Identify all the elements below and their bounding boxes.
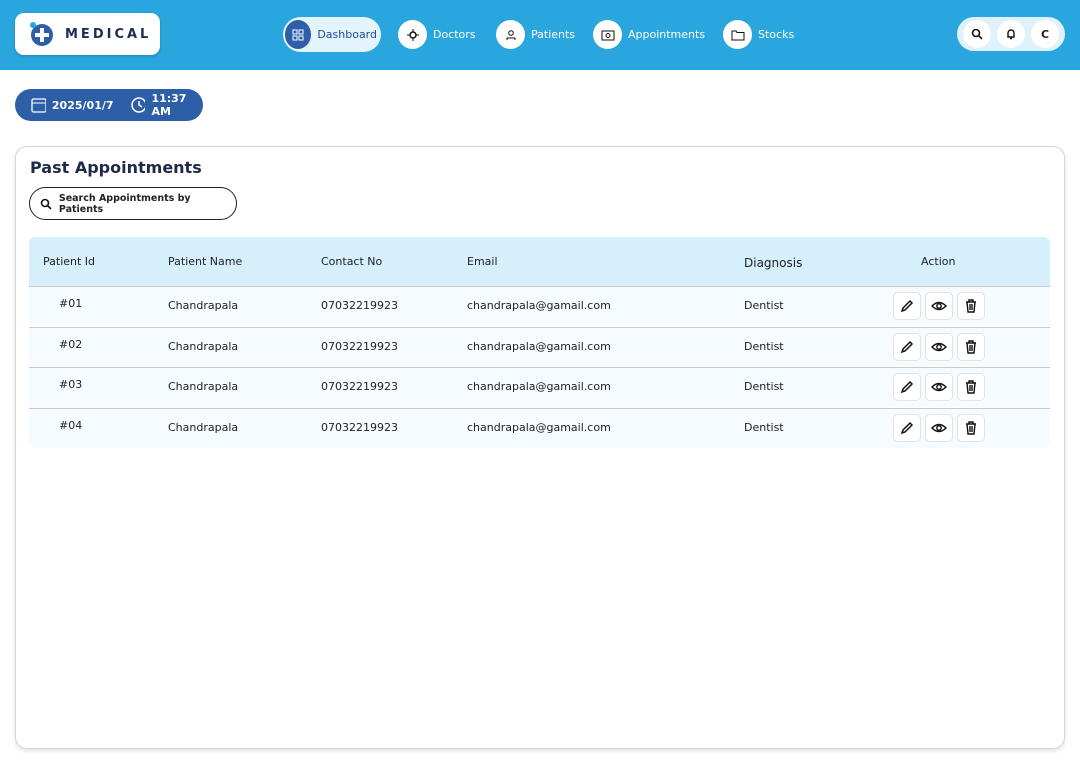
column-header: Patient Name <box>168 255 243 268</box>
notification-button[interactable] <box>997 20 1025 48</box>
nav-icon <box>496 20 525 49</box>
table-row: #01 Chandrapala 07032219923 chandrapala@gam… <box>29 286 1050 326</box>
table-row: #04 Chandrapala 07032219923 chandrapala@gam… <box>29 407 1050 448</box>
table-cell: Chandrapala <box>168 299 239 312</box>
table-cell: Chandrapala <box>168 420 239 434</box>
nav-icon <box>285 20 312 49</box>
view-button[interactable] <box>925 292 953 320</box>
top-bar <box>0 0 1080 70</box>
clock-icon <box>130 97 146 113</box>
nav-item[interactable]: Doctors <box>396 17 480 52</box>
column-header: Action <box>921 255 956 268</box>
table-cell: 07032219923 <box>321 339 398 353</box>
date: 2025/01/7 <box>51 98 114 112</box>
table-cell: chandrapala@gamail.com <box>467 339 611 353</box>
delete-button[interactable] <box>957 292 985 320</box>
table-cell: #04 <box>59 418 83 432</box>
logo[interactable]: MEDICAL <box>15 13 160 55</box>
nav-item[interactable]: Patients <box>494 17 579 52</box>
delete-button[interactable] <box>957 413 985 442</box>
column-header: Contact No <box>321 255 383 268</box>
time: 11:37 AM <box>151 92 187 118</box>
nav-label: Patients <box>531 28 576 41</box>
table-cell: Chandrapala <box>168 339 239 353</box>
edit-button[interactable] <box>893 292 921 320</box>
table-cell: chandrapala@gamail.com <box>467 299 611 312</box>
table-cell: chandrapala@gamail.com <box>467 420 611 434</box>
view-button[interactable] <box>925 373 953 401</box>
table-cell: Dentist <box>744 380 784 393</box>
nav-icon <box>593 20 622 49</box>
nav-item[interactable]: Stocks <box>721 17 798 52</box>
user-avatar[interactable]: C <box>1031 20 1059 48</box>
edit-button[interactable] <box>893 373 921 401</box>
table-cell: Dentist <box>744 339 784 353</box>
view-button[interactable] <box>925 413 953 442</box>
calendar-icon <box>31 98 46 113</box>
nav-item[interactable]: Appointments <box>591 17 709 52</box>
table-cell: 07032219923 <box>321 380 398 393</box>
logo-icon <box>30 22 53 46</box>
nav-item[interactable]: Dashboard <box>283 17 381 52</box>
nav-label: Dashboard <box>317 28 377 41</box>
table-cell: chandrapala@gamail.com <box>467 380 611 393</box>
table-cell: 07032219923 <box>321 299 398 312</box>
search-button[interactable] <box>963 20 991 48</box>
search-placeholder: Search Appointments by Patients <box>58 192 191 215</box>
view-button[interactable] <box>925 332 953 361</box>
edit-button[interactable] <box>893 332 921 361</box>
table-row: #02 Chandrapala 07032219923 chandrapala@gam… <box>29 326 1050 367</box>
logo-text: MEDICAL <box>65 26 152 42</box>
table-cell: 07032219923 <box>321 420 398 434</box>
nav-label: Stocks <box>758 28 795 41</box>
nav-label: Appointments <box>628 28 706 41</box>
table-cell: Dentist <box>744 299 784 312</box>
edit-button[interactable] <box>893 413 921 442</box>
table-cell: #01 <box>59 297 83 310</box>
delete-button[interactable] <box>957 332 985 361</box>
column-header: Patient Id <box>43 255 96 268</box>
panel-title: Past Appointments <box>30 158 202 177</box>
nav-icon <box>723 20 752 49</box>
date-time: 2025/01/7 11:37 AM <box>15 89 203 121</box>
table-header: Patient Id Patient Name Contact No Email Dia… <box>29 237 1050 286</box>
nav-icon <box>398 20 427 49</box>
column-header: Email <box>467 255 498 268</box>
user-tools: C <box>957 17 1065 51</box>
panel <box>15 146 1065 749</box>
search-box[interactable]: Search Appointments by Patients <box>29 187 237 220</box>
table-cell: #03 <box>59 378 83 391</box>
table-cell: #02 <box>59 337 83 351</box>
table-row: #03 Chandrapala 07032219923 chandrapala@gam… <box>29 367 1050 407</box>
nav-label: Doctors <box>433 28 476 41</box>
column-header: Diagnosis <box>744 256 803 270</box>
table-cell: Chandrapala <box>168 380 239 393</box>
delete-button[interactable] <box>957 373 985 401</box>
table-cell: Dentist <box>744 420 784 434</box>
